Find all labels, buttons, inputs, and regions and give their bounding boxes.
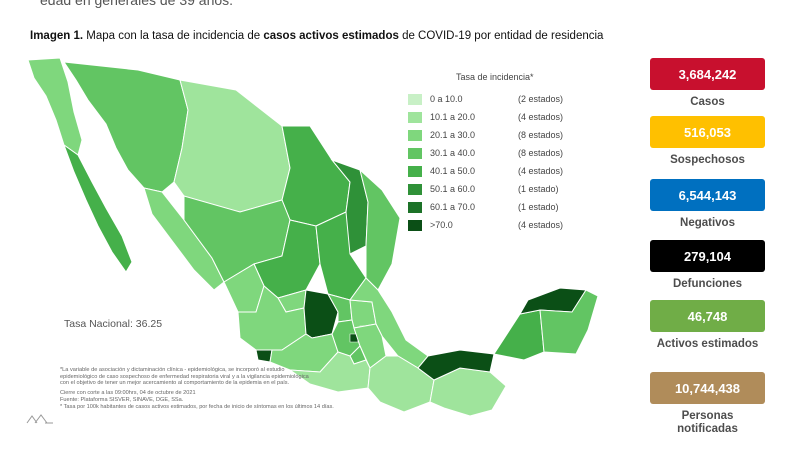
logo-mark: [26, 414, 54, 426]
legend-swatch: [408, 111, 422, 123]
legend-swatch: [408, 219, 422, 231]
cut-off-header-text: edad en generales de 39 años.: [40, 0, 234, 8]
legend-range: 40.1 a 50.0: [430, 166, 476, 176]
legend-count: (8 estados): [518, 130, 564, 140]
legend-item: 30.1 a 40.0 (8 estados): [408, 146, 608, 160]
legend-range: 50.1 a 60.0: [430, 184, 476, 194]
stat-casos: 3,684,242 Casos: [650, 58, 765, 109]
footnote-line: Fuente: Plataforma SISVER, SINAVE, DGE, …: [60, 396, 184, 403]
footnote-line: * Tasa por 100k habitantes de casos acti…: [60, 403, 334, 410]
state-quintana-roo: [539, 289, 599, 355]
legend-item: 40.1 a 50.0 (4 estados): [408, 164, 608, 178]
state-coahuila: [281, 125, 351, 227]
legend-swatch: [408, 183, 422, 195]
legend-count: (4 estados): [518, 112, 564, 122]
caption-part2: de COVID-19 por entidad de residencia: [398, 30, 604, 42]
legend-swatch: [408, 93, 422, 105]
legend-range: 20.1 a 30.0: [430, 130, 476, 140]
state-cdmx: [349, 333, 359, 343]
stat-label: Personas notificadas: [677, 410, 738, 435]
stat-value: 10,744,438: [650, 372, 765, 404]
legend-range: 30.1 a 40.0: [430, 148, 476, 158]
stat-value: 279,104: [650, 240, 765, 272]
state-guerrero: [288, 351, 371, 393]
caption-prefix: Imagen 1.: [30, 30, 84, 42]
stat-defunciones: 279,104 Defunciones: [650, 240, 765, 291]
stat-value: 516,053: [650, 116, 765, 148]
footnotes: *La variable de asociación y dictaminaci…: [60, 367, 380, 410]
state-sinaloa: [143, 187, 225, 291]
legend-count: (8 estados): [518, 148, 564, 158]
stat-label: Defunciones: [672, 278, 742, 290]
legend-item: 20.1 a 30.0 (8 estados): [408, 128, 608, 142]
legend-count: (4 estados): [518, 166, 564, 176]
stat-value: 3,684,242: [650, 58, 765, 90]
stat-activos-estimados: 46,748 Activos estimados: [650, 300, 765, 351]
state-colima: [255, 349, 273, 363]
legend-count: (2 estados): [518, 94, 564, 104]
caption-part1: Mapa con la tasa de incidencia de: [83, 30, 264, 42]
stat-negativos: 6,544,143 Negativos: [650, 179, 765, 230]
stat-label: Casos: [690, 96, 725, 108]
legend-item: 50.1 a 60.0 (1 estado): [408, 182, 608, 196]
caption-bold: casos activos estimados: [263, 30, 399, 42]
legend-range: 10.1 a 20.0: [430, 112, 476, 122]
footnote-line: *La variable de asociación y dictaminaci…: [60, 367, 285, 373]
footnote-line: epidemiológico de caso sospechoso de enf…: [60, 373, 309, 380]
mexico-incidence-map: [20, 50, 625, 435]
state-campeche: [493, 309, 545, 361]
footnote-line: Cierre con corte a las 09:00hrs, 04 de o…: [60, 390, 196, 397]
legend-swatch: [408, 147, 422, 159]
legend-item: 0 a 10.0 (2 estados): [408, 92, 608, 106]
legend-title: Tasa de incidencia*: [456, 72, 534, 82]
stat-label: Negativos: [680, 217, 735, 229]
legend-count: (1 estado): [518, 184, 559, 194]
logo-icon: [26, 414, 53, 424]
stat-label: Activos estimados: [656, 338, 759, 350]
state-tabasco: [417, 349, 495, 381]
figure-caption: Imagen 1. Mapa con la tasa de incidencia…: [30, 30, 603, 42]
state-baja-california-sur: [62, 143, 133, 273]
state-chihuahua: [173, 79, 291, 213]
stat-value: 46,748: [650, 300, 765, 332]
stat-value: 6,544,143: [650, 179, 765, 211]
legend-count: (1 estado): [518, 202, 559, 212]
legend-range: 60.1 a 70.0: [430, 202, 476, 212]
map-svg: [27, 57, 599, 417]
legend-swatch: [408, 165, 422, 177]
stat-sospechosos: 516,053 Sospechosos: [650, 116, 765, 167]
legend-swatch: [408, 201, 422, 213]
legend-count: (4 estados): [518, 220, 564, 230]
stat-personas-notificadas: 10,744,438 Personas notificadas: [650, 372, 765, 436]
legend-item: >70.0 (4 estados): [408, 218, 608, 232]
legend-swatch: [408, 129, 422, 141]
footnote-line: con el objetivo de tener un mejor acerca…: [60, 380, 290, 387]
legend-item: 60.1 a 70.0 (1 estado): [408, 200, 608, 214]
stat-label: Sospechosos: [670, 154, 745, 166]
national-rate-label: Tasa Nacional: 36.25: [64, 318, 163, 330]
legend-range: >70.0: [430, 220, 453, 230]
legend-item: 10.1 a 20.0 (4 estados): [408, 110, 608, 124]
legend-range: 0 a 10.0: [430, 94, 463, 104]
